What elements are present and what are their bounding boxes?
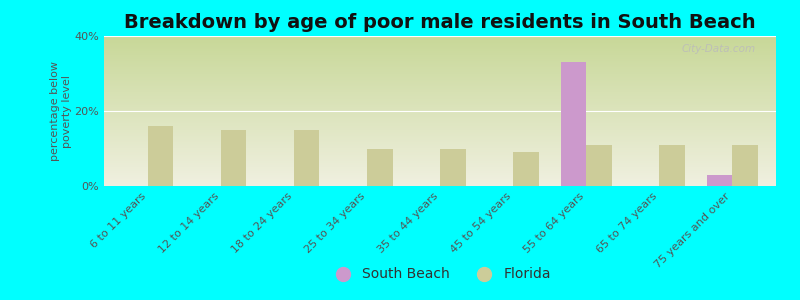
Title: Breakdown by age of poor male residents in South Beach: Breakdown by age of poor male residents … <box>124 13 756 32</box>
Bar <box>294 130 319 186</box>
Text: City-Data.com: City-Data.com <box>682 44 756 53</box>
Bar <box>659 145 685 186</box>
Bar <box>586 145 612 186</box>
Y-axis label: percentage below
poverty level: percentage below poverty level <box>50 61 72 161</box>
Bar <box>148 126 174 186</box>
Bar <box>440 148 466 186</box>
Bar <box>221 130 246 186</box>
Bar <box>367 148 393 186</box>
Bar <box>706 175 732 186</box>
Bar <box>513 152 538 186</box>
Legend: South Beach, Florida: South Beach, Florida <box>323 262 557 287</box>
Bar <box>561 62 586 186</box>
Bar <box>732 145 758 186</box>
